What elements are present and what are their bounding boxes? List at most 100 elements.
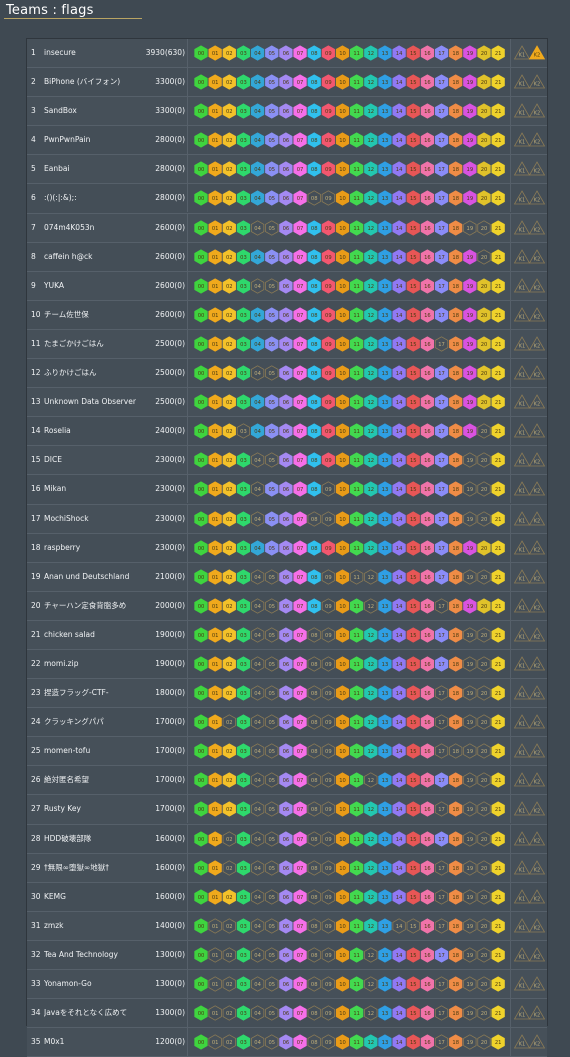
flag-badges: 00 01 02 03 04 05 06 07 08 09 10 11 12 13 14 15 16 17 18 19… (194, 539, 505, 556)
flag-captured-badge: 16 (420, 801, 435, 818)
flag-label: 04 (254, 546, 261, 552)
flag-label: 17 (438, 953, 445, 959)
flag-captured-badge: 18 (449, 190, 463, 207)
flag-missing-badge: 11 (350, 569, 364, 585)
team-row: 13 Unknown Data Observer 2500(0) 00 01 02 03 04… (27, 388, 547, 418)
column-divider (187, 388, 188, 417)
team-rank: 17 (31, 513, 41, 523)
flag-captured-badge: 19 (463, 132, 477, 148)
flag-captured-badge: 13 (378, 569, 392, 585)
flag-label: 01 (212, 1040, 219, 1046)
flag-label: 20 (481, 1040, 488, 1046)
flag-label: 18 (452, 284, 459, 290)
team-rank: 14 (31, 426, 41, 436)
flag-captured-badge: 18 (449, 539, 463, 556)
flag-captured-badge: 10 (335, 103, 350, 119)
bonus-badges: K1 K2 (513, 277, 546, 293)
flag-label: 02 (226, 284, 233, 290)
flag-badges: 00 01 02 03 04 05 06 07 08 09 10 11 12 13 14 15 16 17 18 19… (194, 510, 505, 527)
flag-label: 17 (438, 429, 445, 435)
flag-label: 07 (297, 196, 304, 202)
flag-label: 08 (311, 487, 318, 493)
flag-captured-badge: 11 (350, 365, 364, 381)
flag-label: 08 (311, 80, 318, 86)
flag-label: 03 (240, 1011, 247, 1017)
flag-captured-badge: 10 (335, 481, 350, 498)
flag-missing-badge: 05 (265, 830, 279, 847)
team-name: 捏造フラッグ-CTF- (44, 688, 109, 698)
flag-captured-badge: 20 (477, 539, 491, 556)
flag-label: 01 (212, 604, 219, 610)
flag-missing-badge: 17 (434, 889, 449, 905)
flag-label: 05 (268, 866, 275, 872)
flag-missing-badge: 17 (434, 336, 449, 352)
flag-label: 00 (198, 837, 205, 843)
flag-label: 19 (467, 342, 474, 348)
team-name: DICE (44, 455, 62, 465)
bonus-missing-badge: K1 (513, 510, 531, 525)
flag-captured-badge: 08 (307, 132, 321, 148)
bonus-label: K1 (519, 722, 525, 728)
flag-captured-badge: 00 (194, 627, 208, 643)
flag-missing-badge: 04 (250, 714, 265, 730)
flag-label: 03 (240, 633, 247, 639)
bonus-missing-badge: K2 (528, 772, 546, 787)
flag-label: 13 (382, 167, 389, 173)
flag-label: 02 (226, 924, 233, 930)
flag-label: 09 (325, 866, 332, 872)
flag-label: 12 (367, 982, 374, 988)
flag-label: 11 (353, 837, 360, 843)
flag-captured-badge: 16 (420, 685, 435, 701)
flag-label: 04 (254, 866, 261, 872)
flag-label: 01 (212, 982, 219, 988)
bonus-label: K1 (519, 780, 525, 786)
flag-captured-badge: 03 (236, 859, 251, 876)
team-row: 11 たまごかけごはん 2500(0) 00 01 02 03 04 05 06 07 08 09 10 1… (27, 329, 547, 360)
flag-label: 03 (240, 167, 247, 173)
column-divider (510, 824, 511, 853)
column-divider (187, 271, 188, 300)
flag-captured-badge: 19 (463, 598, 477, 614)
flag-label: 06 (283, 80, 290, 86)
flag-captured-badge: 13 (378, 452, 392, 468)
flag-captured-badge: 12 (364, 336, 378, 352)
flag-captured-badge: 12 (364, 248, 378, 265)
flag-label: 19 (467, 196, 474, 202)
flag-label: 08 (311, 924, 318, 930)
team-name: momen-tofu (44, 746, 91, 756)
flag-label: 19 (467, 284, 474, 290)
flag-label: 11 (353, 371, 360, 377)
flag-missing-badge: 04 (250, 801, 265, 818)
flag-label: 05 (268, 196, 275, 202)
flag-captured-badge: 17 (434, 569, 449, 585)
flag-missing-badge: 05 (265, 365, 279, 381)
flag-label: 21 (495, 487, 502, 493)
flag-captured-badge: 16 (420, 452, 435, 468)
flag-captured-badge: 01 (208, 539, 222, 556)
bonus-label: K1 (519, 373, 525, 379)
flag-label: 00 (198, 866, 205, 872)
bonus-missing-badge: K2 (528, 161, 546, 176)
flag-captured-badge: 15 (406, 248, 420, 265)
flag-captured-badge: 11 (350, 132, 364, 148)
team-name: insecure (44, 48, 76, 57)
flag-label: 21 (495, 226, 502, 232)
flag-label: 01 (212, 837, 219, 843)
flag-captured-badge: 16 (420, 219, 435, 236)
bonus-missing-badge: K1 (513, 568, 531, 584)
flag-captured-badge: 03 (236, 336, 251, 352)
flag-label: 03 (240, 982, 247, 988)
flag-missing-badge: 04 (250, 947, 265, 963)
flag-captured-badge: 04 (250, 248, 265, 265)
flag-label: 18 (452, 575, 459, 581)
flag-missing-badge: 08 (307, 1005, 321, 1021)
team-rank: 8 (31, 251, 36, 261)
flag-captured-badge: 12 (364, 103, 378, 119)
bonus-label: K1 (519, 634, 525, 640)
flag-label: 09 (325, 720, 332, 726)
flag-captured-badge: 17 (434, 278, 449, 294)
flag-captured-badge: 15 (406, 859, 420, 876)
flag-label: 17 (438, 633, 445, 639)
flag-missing-badge: 08 (307, 947, 321, 963)
bonus-badges: K1 K2 (513, 656, 546, 671)
